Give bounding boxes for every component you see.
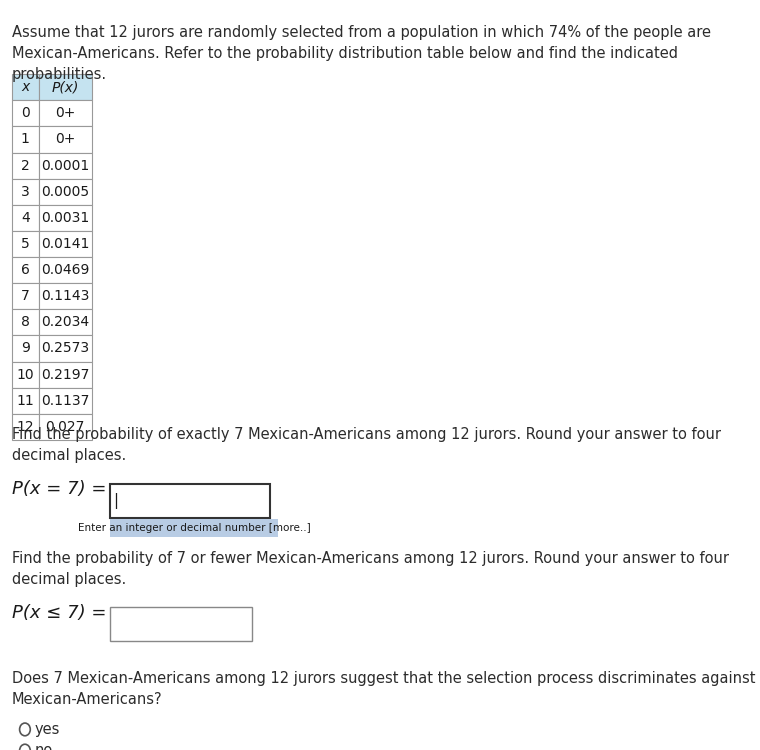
Text: Does 7 Mexican-Americans among 12 jurors suggest that the selection process disc: Does 7 Mexican-Americans among 12 jurors… — [12, 670, 755, 706]
FancyBboxPatch shape — [39, 152, 92, 178]
FancyBboxPatch shape — [12, 284, 39, 309]
FancyBboxPatch shape — [39, 388, 92, 414]
FancyBboxPatch shape — [39, 100, 92, 127]
Text: 9: 9 — [21, 341, 30, 356]
FancyBboxPatch shape — [39, 127, 92, 152]
FancyBboxPatch shape — [39, 362, 92, 388]
Text: 10: 10 — [17, 368, 34, 382]
Text: Assume that 12 jurors are randomly selected from a population in which 74% of th: Assume that 12 jurors are randomly selec… — [12, 25, 711, 82]
Text: 1: 1 — [21, 133, 30, 146]
FancyBboxPatch shape — [39, 178, 92, 205]
FancyBboxPatch shape — [12, 152, 39, 178]
Text: 0.1143: 0.1143 — [41, 290, 90, 303]
Text: yes: yes — [34, 722, 60, 737]
Text: 7: 7 — [21, 290, 30, 303]
Text: P(x ≤ 7) =: P(x ≤ 7) = — [12, 604, 106, 622]
Text: 0.0005: 0.0005 — [41, 184, 90, 199]
FancyBboxPatch shape — [12, 414, 39, 440]
FancyBboxPatch shape — [12, 257, 39, 284]
Text: 0+: 0+ — [55, 133, 75, 146]
FancyBboxPatch shape — [12, 362, 39, 388]
Text: 0.2034: 0.2034 — [41, 315, 90, 329]
FancyBboxPatch shape — [110, 484, 270, 518]
Text: 6: 6 — [21, 263, 30, 277]
Text: 0.2197: 0.2197 — [41, 368, 90, 382]
FancyBboxPatch shape — [12, 231, 39, 257]
Text: 0.0031: 0.0031 — [41, 211, 90, 225]
Text: Find the probability of 7 or fewer Mexican-Americans among 12 jurors. Round your: Find the probability of 7 or fewer Mexic… — [12, 550, 729, 586]
FancyBboxPatch shape — [12, 74, 39, 100]
FancyBboxPatch shape — [39, 309, 92, 335]
Text: 0.0141: 0.0141 — [41, 237, 90, 251]
Text: 11: 11 — [17, 394, 34, 408]
FancyBboxPatch shape — [39, 231, 92, 257]
Text: x: x — [21, 80, 30, 94]
FancyBboxPatch shape — [12, 309, 39, 335]
Text: 0: 0 — [21, 106, 30, 120]
Text: Find the probability of exactly 7 Mexican-Americans among 12 jurors. Round your : Find the probability of exactly 7 Mexica… — [12, 427, 721, 464]
Text: 4: 4 — [21, 211, 30, 225]
FancyBboxPatch shape — [12, 335, 39, 362]
FancyBboxPatch shape — [39, 414, 92, 440]
FancyBboxPatch shape — [110, 519, 278, 537]
FancyBboxPatch shape — [12, 205, 39, 231]
Text: 0.2573: 0.2573 — [41, 341, 90, 356]
Text: 5: 5 — [21, 237, 30, 251]
Text: 0+: 0+ — [55, 106, 75, 120]
Text: 0.0001: 0.0001 — [41, 158, 90, 172]
Text: 12: 12 — [17, 420, 34, 434]
FancyBboxPatch shape — [39, 205, 92, 231]
Text: 0.027: 0.027 — [46, 420, 85, 434]
FancyBboxPatch shape — [39, 335, 92, 362]
Text: P(x = 7) =: P(x = 7) = — [12, 480, 106, 498]
Text: 2: 2 — [21, 158, 30, 172]
Text: Enter an integer or decimal number [more..]: Enter an integer or decimal number [more… — [78, 524, 310, 533]
FancyBboxPatch shape — [12, 127, 39, 152]
FancyBboxPatch shape — [39, 257, 92, 284]
FancyBboxPatch shape — [12, 100, 39, 127]
FancyBboxPatch shape — [39, 74, 92, 100]
Text: 0.1137: 0.1137 — [41, 394, 90, 408]
FancyBboxPatch shape — [39, 284, 92, 309]
FancyBboxPatch shape — [12, 388, 39, 414]
Text: 0.0469: 0.0469 — [41, 263, 90, 277]
Text: 3: 3 — [21, 184, 30, 199]
Text: 8: 8 — [21, 315, 30, 329]
Text: P(x): P(x) — [52, 80, 79, 94]
Text: no: no — [34, 743, 52, 750]
FancyBboxPatch shape — [110, 608, 252, 641]
FancyBboxPatch shape — [12, 178, 39, 205]
Text: |: | — [112, 493, 118, 508]
